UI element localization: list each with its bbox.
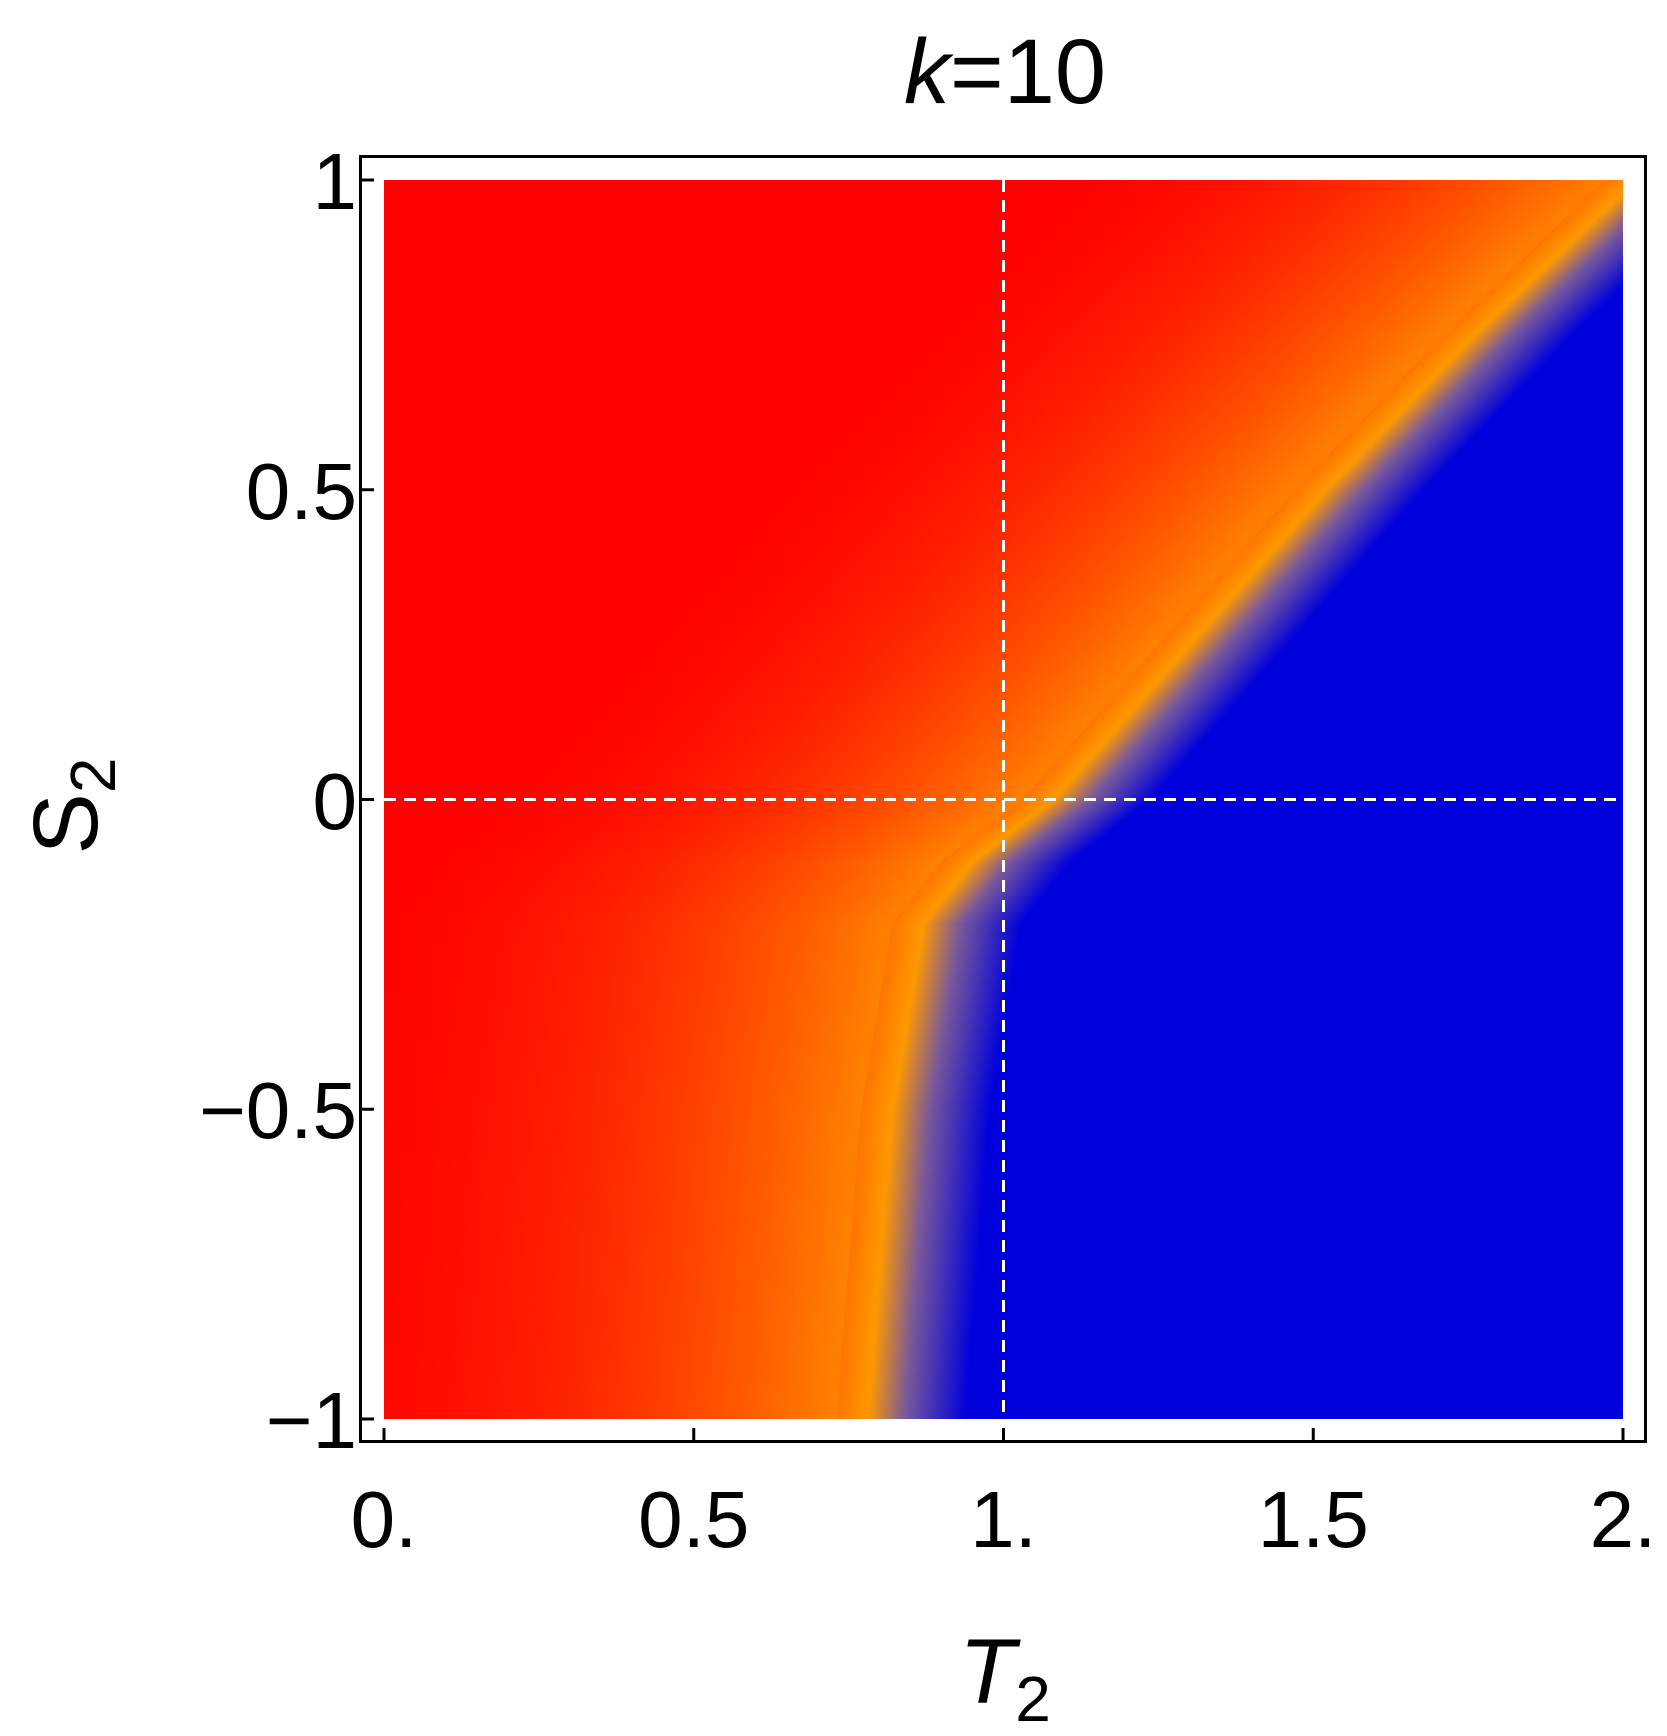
y-tick-label: −0.5: [199, 1066, 357, 1156]
y-tick-label: 0: [312, 756, 358, 846]
y-axis-label: S2: [14, 758, 130, 855]
x-tick-label: 0.5: [638, 1475, 750, 1564]
x-label-sub: 2: [1015, 1663, 1051, 1735]
x-tick-label: 1.: [970, 1475, 1037, 1564]
y-tick-label: 0.5: [245, 446, 357, 536]
chart-title: k=10: [0, 20, 1667, 125]
title-value: =10: [949, 21, 1107, 123]
x-tick-label: 2.: [1589, 1475, 1657, 1564]
x-tick-label: 0.: [350, 1475, 418, 1564]
y-tick-label: −1: [265, 1376, 357, 1465]
x-axis-label: T2: [959, 1620, 1051, 1736]
x-tick-label: 1.5: [1257, 1475, 1369, 1564]
title-variable: k: [903, 21, 950, 123]
y-label-sub: 2: [57, 757, 129, 794]
x-label-main: T: [959, 1621, 1016, 1723]
y-label-main: S: [15, 793, 117, 855]
y-tick-label: 1: [312, 137, 358, 226]
